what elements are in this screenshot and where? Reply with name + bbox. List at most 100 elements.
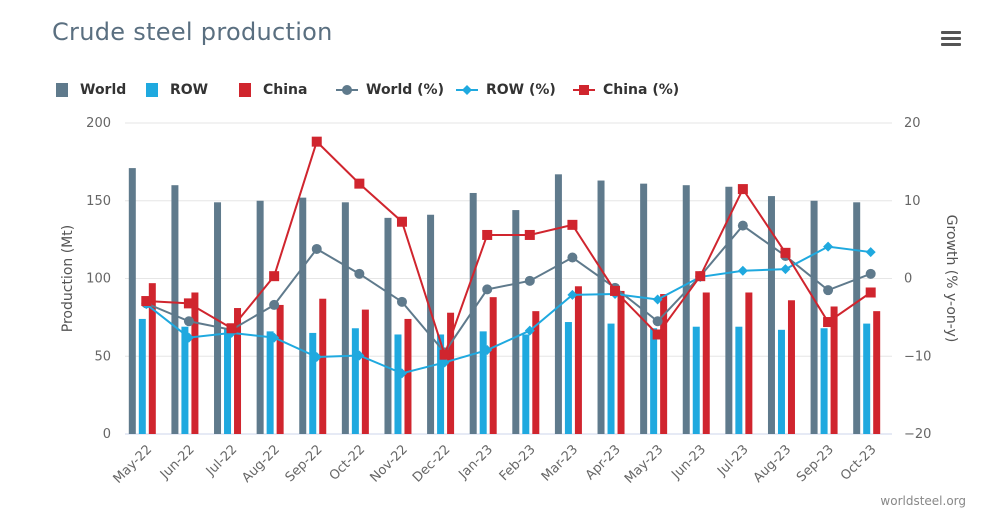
point-marker (567, 219, 578, 230)
bar (469, 192, 477, 434)
x-tick-label: Aug-22 (239, 442, 283, 486)
point-marker (780, 247, 791, 258)
bar (181, 326, 189, 434)
bar (512, 210, 520, 434)
legend-item-row[interactable]: ROW (146, 80, 208, 100)
point-marker (610, 285, 621, 296)
x-tick-label: May-23 (622, 442, 666, 486)
bar (682, 185, 690, 434)
point-marker (652, 329, 663, 340)
point-marker (737, 184, 748, 195)
bar (863, 323, 871, 434)
bar (319, 298, 327, 434)
bar (650, 328, 658, 434)
bar (554, 174, 562, 434)
bar (692, 326, 700, 434)
x-tick-label: Aug-23 (751, 442, 795, 486)
bar (191, 292, 199, 434)
y-axis-title-left: Production (Mt) (60, 225, 76, 332)
line-series-china (141, 136, 876, 360)
bar (234, 308, 242, 434)
bar (640, 183, 648, 434)
bar (171, 185, 179, 434)
point-marker (269, 332, 280, 343)
legend-diamond-marker (456, 83, 478, 97)
point-marker (311, 136, 322, 147)
point-marker (823, 317, 834, 328)
x-tick-label: Sep-22 (283, 442, 326, 485)
legend-item-row[interactable]: ROW (%) (456, 80, 556, 100)
bar (767, 196, 775, 434)
bar (853, 202, 861, 434)
legend-item-world[interactable]: World (%) (336, 80, 444, 100)
legend-label: China (263, 82, 308, 98)
x-tick-label: Nov-22 (367, 442, 410, 485)
bar (447, 312, 455, 434)
point-marker (524, 229, 535, 240)
bar (437, 334, 445, 434)
point-marker (482, 229, 493, 240)
bar (341, 202, 349, 434)
bar (404, 318, 412, 434)
bar (276, 304, 284, 434)
legend-label: World (80, 82, 127, 98)
legend-label: China (%) (603, 82, 680, 98)
point-marker (482, 284, 493, 295)
point-marker (183, 316, 194, 327)
point-marker (780, 264, 791, 275)
bar (266, 331, 274, 434)
x-tick-label: Dec-22 (410, 442, 453, 485)
x-tick-label: Mar-23 (539, 442, 581, 484)
legend-item-china[interactable]: China (%) (573, 80, 679, 100)
bar (224, 328, 232, 434)
point-marker (737, 265, 748, 276)
y-axis-title-right: Growth (% y-on-y) (943, 215, 959, 343)
point-marker (865, 268, 876, 279)
x-tick-label: Jul-22 (203, 442, 240, 479)
bar (522, 334, 530, 434)
bar (384, 217, 392, 434)
point-marker (226, 323, 237, 334)
legend-square-marker (573, 83, 595, 97)
y-tick-label-right: 20 (904, 116, 921, 131)
point-marker (524, 275, 535, 286)
legend-label: World (%) (366, 82, 444, 98)
point-marker (482, 345, 493, 356)
bar (617, 290, 625, 434)
legend-item-world[interactable]: World (56, 80, 126, 100)
point-marker (439, 349, 450, 360)
x-tick-label: Jan-23 (456, 442, 497, 483)
source-credit[interactable]: worldsteel.org (880, 494, 966, 508)
bar (830, 306, 838, 434)
bar (128, 168, 136, 434)
point-marker (269, 299, 280, 310)
y-tick-label-right: −20 (904, 427, 931, 442)
bar (148, 283, 156, 434)
legend-swatch (239, 83, 251, 97)
point-marker (439, 357, 450, 368)
point-marker (823, 285, 834, 296)
x-tick-label: Oct-22 (327, 442, 369, 484)
bar (607, 323, 615, 434)
line-series-world (141, 220, 876, 358)
legend-item-china[interactable]: China (239, 80, 307, 100)
bar (735, 326, 743, 434)
bar (138, 318, 146, 434)
hamburger-menu-icon[interactable] (938, 28, 964, 50)
point-marker (183, 298, 194, 309)
y-tick-label-right: 10 (904, 194, 921, 209)
bar (564, 322, 572, 434)
x-tick-label: Oct-23 (838, 442, 880, 484)
bar (214, 202, 222, 434)
legend-label: ROW (%) (486, 82, 556, 98)
point-marker (311, 243, 322, 254)
point-marker (354, 350, 365, 361)
y-tick-label-right: −10 (904, 349, 931, 364)
y-tick-label-left: 100 (86, 272, 111, 287)
bar (787, 300, 795, 434)
bar (873, 311, 881, 434)
series-line (145, 224, 872, 355)
bar (660, 294, 668, 434)
bar (597, 180, 605, 434)
